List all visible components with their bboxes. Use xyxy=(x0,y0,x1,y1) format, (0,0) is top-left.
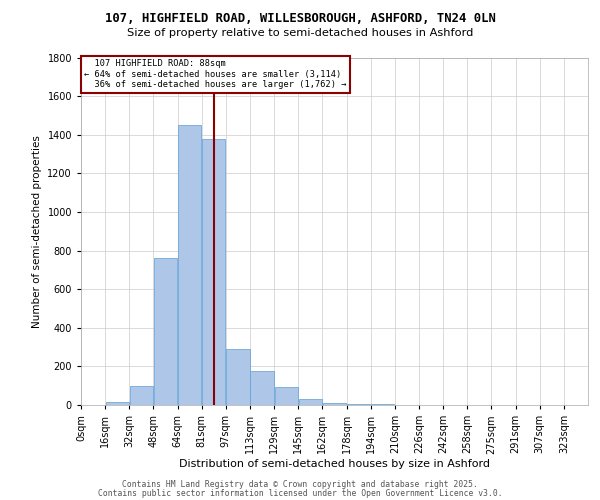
Bar xyxy=(250,371,274,405)
Bar xyxy=(178,125,202,405)
Text: Size of property relative to semi-detached houses in Ashford: Size of property relative to semi-detach… xyxy=(127,28,473,38)
Bar xyxy=(106,402,129,405)
Bar xyxy=(202,138,226,405)
Bar xyxy=(371,404,394,405)
Bar xyxy=(323,403,346,405)
Text: 107, HIGHFIELD ROAD, WILLESBOROUGH, ASHFORD, TN24 0LN: 107, HIGHFIELD ROAD, WILLESBOROUGH, ASHF… xyxy=(104,12,496,26)
Text: Contains public sector information licensed under the Open Government Licence v3: Contains public sector information licen… xyxy=(98,489,502,498)
Bar xyxy=(347,404,370,405)
Bar xyxy=(299,399,322,405)
Bar xyxy=(154,258,177,405)
X-axis label: Distribution of semi-detached houses by size in Ashford: Distribution of semi-detached houses by … xyxy=(179,459,490,469)
Text: 107 HIGHFIELD ROAD: 88sqm
← 64% of semi-detached houses are smaller (3,114)
  36: 107 HIGHFIELD ROAD: 88sqm ← 64% of semi-… xyxy=(84,60,347,89)
Bar xyxy=(226,349,250,405)
Y-axis label: Number of semi-detached properties: Number of semi-detached properties xyxy=(32,135,42,328)
Text: Contains HM Land Registry data © Crown copyright and database right 2025.: Contains HM Land Registry data © Crown c… xyxy=(122,480,478,489)
Bar xyxy=(130,386,153,405)
Bar xyxy=(275,386,298,405)
